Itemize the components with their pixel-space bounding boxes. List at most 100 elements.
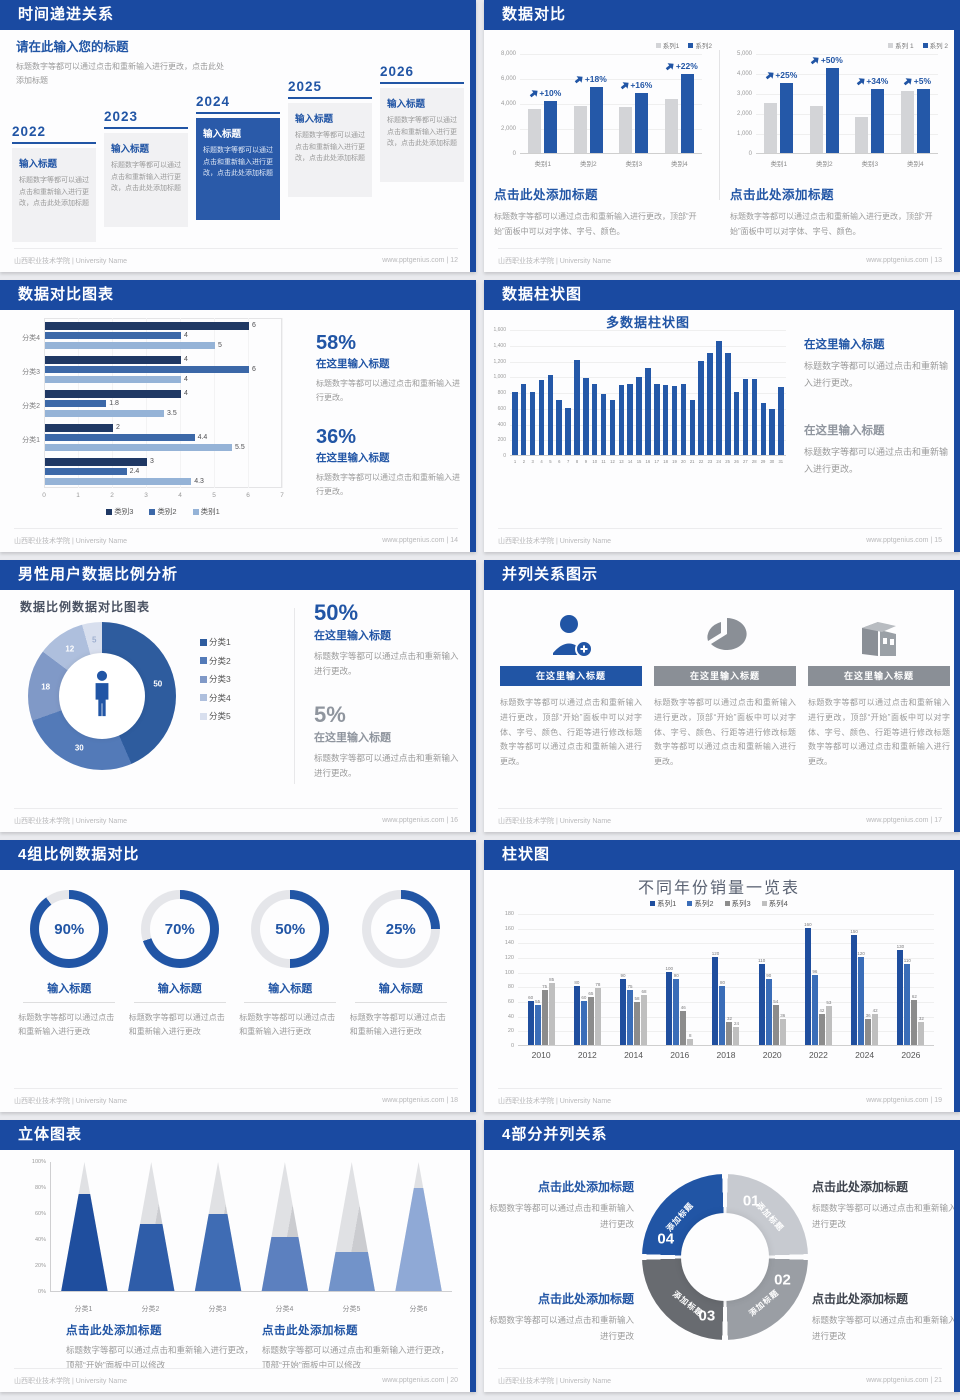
x-tick-label: 8 bbox=[575, 459, 579, 464]
y-tick-label: 1,000 bbox=[493, 374, 506, 381]
slide-body: 在这里输入标题 标题数字等都可以通过点击和重新输入进行更改，顶部“开始”面板中可… bbox=[484, 590, 954, 808]
x-tick-label: 2 bbox=[110, 492, 114, 499]
ring-item: 70% 输入标题 标题数字等都可以通过点击和重新输入进行更改 bbox=[129, 884, 231, 1040]
growth-arrow-icon bbox=[856, 78, 865, 86]
growth-label: +10% bbox=[539, 87, 562, 98]
slide-parallel-columns[interactable]: 并列关系图示 在这里输入标题 标题数字等都可以通过点击和重新输入进行更改，顶部“… bbox=[484, 560, 960, 832]
legend-item: 系列4 bbox=[761, 898, 788, 909]
x-tick-label: 3 bbox=[531, 459, 534, 464]
bar bbox=[778, 387, 784, 455]
bar bbox=[609, 399, 616, 455]
timeline-underline bbox=[288, 97, 372, 99]
bar-group: +18% bbox=[566, 74, 610, 153]
y-tick-label: 2,000 bbox=[736, 111, 752, 117]
bar-series1 bbox=[619, 107, 633, 153]
bar-slot: 160 bbox=[804, 914, 812, 1045]
slide-title-bar: 4部分并列关系 bbox=[484, 1120, 954, 1150]
bar-series1 bbox=[809, 106, 823, 153]
slide-grouped-chart[interactable]: 柱状图 不同年份销量一览表 系列1 系列2 系列3 系列4 60 55 75 85 80 60 6… bbox=[484, 840, 960, 1112]
cone bbox=[128, 1162, 175, 1291]
gridline bbox=[112, 318, 113, 488]
timeline-card: 输入标题 标题数字等都可以通过点击和重新输入进行更改，点击此处添加标题 bbox=[12, 148, 96, 242]
growth-arrow-icon bbox=[665, 63, 674, 71]
bar-slot: 24 bbox=[733, 914, 740, 1045]
bar-slot: 80 bbox=[719, 914, 726, 1045]
bar bbox=[45, 356, 181, 364]
y-tick-label: 160 bbox=[504, 925, 514, 932]
slide-title: 时间递进关系 bbox=[18, 6, 115, 23]
bar-slot: 54 bbox=[772, 914, 779, 1045]
footer-right: www.pptgenius.com | 13 bbox=[866, 257, 942, 264]
gridline bbox=[518, 958, 934, 959]
x-tick-label: 2010 bbox=[531, 1050, 551, 1060]
bar bbox=[634, 1002, 641, 1045]
person-plus-icon bbox=[500, 604, 642, 666]
ring-title: 输入标题 bbox=[378, 983, 423, 995]
slide-timeline[interactable]: 时间递进关系 请在此输入您的标题 标题数字等都可以通过点击和重新输入进行更改，点… bbox=[0, 0, 476, 272]
block-body: 标题数字等都可以通过点击和重新输入进行更改，顶部“开始”面板中可以修改 bbox=[66, 1345, 254, 1371]
legend-item: 类别1 bbox=[192, 506, 220, 517]
legend-swatch bbox=[200, 657, 207, 664]
y-tick-label: 3,000 bbox=[736, 91, 752, 97]
bar bbox=[872, 1014, 879, 1045]
y-tick-label: 80 bbox=[507, 984, 514, 991]
gridline bbox=[510, 361, 786, 363]
bars-row: +25% +50% +34% +5% bbox=[756, 54, 938, 153]
bar-slot: 65 bbox=[587, 914, 594, 1045]
y-tick-label: 1,400 bbox=[493, 342, 506, 349]
footer-left: 山西职业技术学院 | University Name bbox=[498, 257, 612, 265]
stat-block: 50% 在这里输入标题 标题数字等都可以通过点击和重新输入进行更改。 bbox=[314, 600, 460, 680]
legend-item: 类别3 bbox=[106, 506, 133, 517]
text-block: 在这里输入标题 标题数字等都可以通过点击和重新输入进行更改。 bbox=[804, 336, 950, 392]
slide-hbar-chart[interactable]: 数据对比图表 6 4 5 分类4 4 6 4 分类3 4 1.8 3.5 分类2 2 4.4 5.5 分类1 3… bbox=[0, 280, 476, 552]
slide-title: 男性用户数据比例分析 bbox=[18, 566, 179, 583]
bar-series2 bbox=[780, 83, 794, 153]
bar bbox=[733, 392, 740, 455]
chart-legend: 系列1 系列2 bbox=[655, 40, 712, 50]
bar-value-label: 42 bbox=[819, 1008, 825, 1014]
cone bbox=[194, 1162, 242, 1291]
gridline bbox=[756, 74, 938, 75]
vertical-divider bbox=[294, 608, 295, 784]
slide-data-compare[interactable]: 数据对比 系列1 系列2 +10% +18% +16% +22% 8,000 6,000 4,0… bbox=[484, 0, 960, 272]
slide-cone-chart[interactable]: 立体图表 100% 80% 60% 40% 20% 0% 分类1 分类2 分类3 分类4 分类5 分类… bbox=[0, 1120, 476, 1392]
y-tick-label: 20 bbox=[507, 1028, 514, 1035]
slide-title-bar: 数据柱状图 bbox=[484, 280, 954, 310]
bar-series1 bbox=[764, 103, 778, 153]
y-tick-label: 4,000 bbox=[736, 71, 752, 77]
bar bbox=[529, 392, 536, 455]
legend-swatch bbox=[724, 901, 730, 906]
block-heading: 在这里输入标题 bbox=[804, 425, 885, 437]
legend-label: 类别1 bbox=[200, 507, 220, 516]
slide-quad-diagram[interactable]: 4部分并列关系 01 添加标题 02 添加标题 03 添加标题 04 添加标题 点击此处添加标… bbox=[484, 1120, 960, 1392]
slide-multibar-chart[interactable]: 数据柱状图 多数据柱状图 1,600 1,400 1,200 1,000 800 600 4… bbox=[484, 280, 960, 552]
x-tick-label: 11 bbox=[601, 459, 606, 464]
note-block: 点击此处添加标题 标题数字等都可以通过点击和重新输入进行更改 bbox=[488, 1178, 634, 1232]
x-tick-label: 类别2 bbox=[579, 161, 597, 168]
y-tick-label: 100 bbox=[504, 969, 514, 976]
bar bbox=[662, 384, 669, 455]
growth-annotation: +50% bbox=[810, 55, 843, 65]
slide-progress-rings[interactable]: 4组比例数据对比 90% 输入标题 标题数字等都可以通过点击和重新输入进行更改 … bbox=[0, 840, 476, 1112]
bar bbox=[725, 352, 731, 455]
slide-donut-chart[interactable]: 男性用户数据比例分析 数据比例数据对比图表 50 30 18 12 5 分类1 分类2 分类… bbox=[0, 560, 476, 832]
bar-chart: 系列 1 系列 2 +25% +50% +34% +5% 5,000 4,000 3,000 2,… bbox=[730, 40, 950, 174]
x-tick-label: 17 bbox=[654, 459, 660, 464]
bar-value-label: 36 bbox=[865, 1012, 871, 1018]
block-body: 标题数字等都可以通过点击和重新输入进行更改，顶部“开始”面板中可以修改 bbox=[262, 1345, 450, 1371]
y-tick-label: 0 bbox=[503, 453, 506, 459]
bar bbox=[538, 380, 545, 455]
footer-left: 山西职业技术学院 | University Name bbox=[14, 537, 128, 545]
chart-legend: 类别3 类别2 类别1 bbox=[44, 506, 282, 517]
bar-value-label: 5 bbox=[218, 341, 222, 349]
legend-item: 系列3 bbox=[724, 898, 751, 909]
slide-title-bar: 时间递进关系 bbox=[0, 0, 470, 30]
ring-item: 50% 输入标题 标题数字等都可以通过点击和重新输入进行更改 bbox=[239, 884, 341, 1040]
bar-group: 60 55 75 85 bbox=[527, 914, 555, 1045]
bar-slot: 60 bbox=[580, 914, 587, 1045]
bar bbox=[534, 1004, 541, 1045]
category-label: 分类4 bbox=[22, 335, 40, 342]
wedge-number: 01 bbox=[742, 1192, 760, 1210]
growth-annotation: +16% bbox=[620, 80, 652, 90]
bar-value-label: 3 bbox=[150, 458, 154, 465]
